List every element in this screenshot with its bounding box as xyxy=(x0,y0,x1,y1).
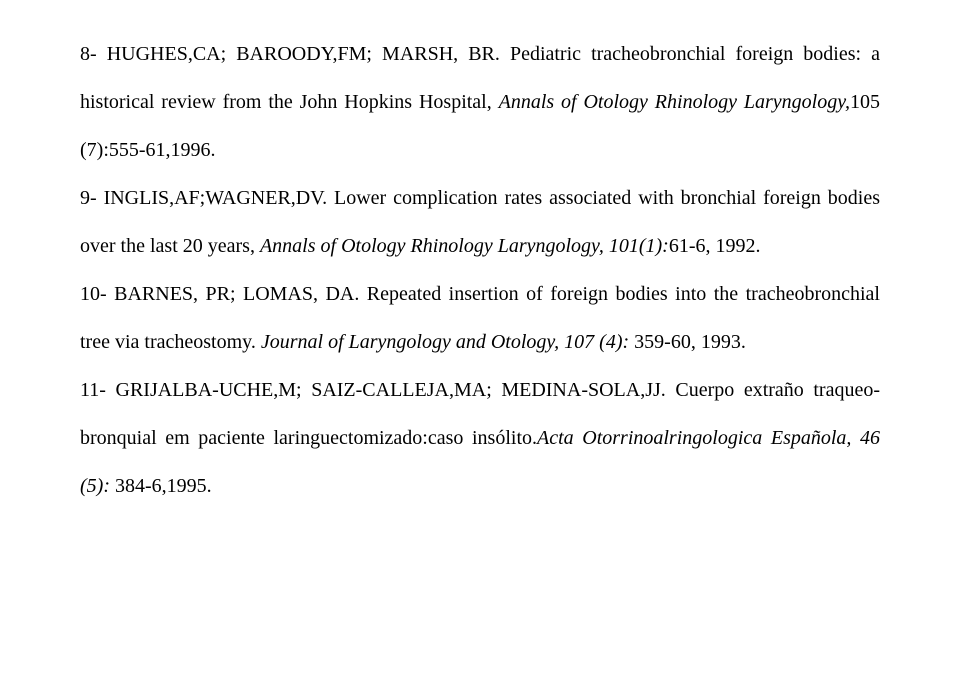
ref8-journal: Annals of Otology Rhinology Laryngology, xyxy=(499,91,850,113)
ref10-citation: 359-60, 1993. xyxy=(629,331,746,353)
page-container: 8- HUGHES,CA; BAROODY,FM; MARSH, BR. Ped… xyxy=(0,0,960,689)
ref11-citation: 384-6,1995. xyxy=(110,475,212,497)
reference-8: 8- HUGHES,CA; BAROODY,FM; MARSH, BR. Ped… xyxy=(80,30,880,174)
reference-11: 11- GRIJALBA-UCHE,M; SAIZ-CALLEJA,MA; ME… xyxy=(80,366,880,510)
reference-10: 10- BARNES, PR; LOMAS, DA. Repeated inse… xyxy=(80,270,880,366)
ref9-journal: Annals of Otology Rhinology Laryngology,… xyxy=(260,235,669,257)
reference-9: 9- INGLIS,AF;WAGNER,DV. Lower complicati… xyxy=(80,174,880,270)
ref9-citation: 61-6, 1992. xyxy=(669,235,761,257)
ref10-journal: Journal of Laryngology and Otology, 107 … xyxy=(261,331,629,353)
